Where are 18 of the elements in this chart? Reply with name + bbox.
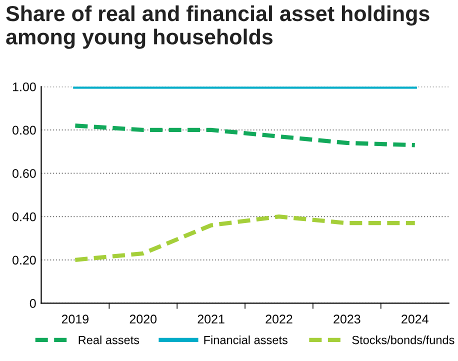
legend-label: Stocks/bonds/funds: [352, 336, 454, 344]
x-tick-label: 2022: [266, 314, 292, 324]
y-tick-label: 0.60: [12, 169, 36, 178]
y-tick-label: 0.20: [12, 256, 36, 265]
legend-label: Financial assets: [204, 336, 288, 344]
y-tick-label: 0.40: [12, 212, 36, 222]
y-tick-label: 0: [30, 299, 36, 308]
x-tick-label: 2024: [402, 314, 428, 324]
x-tick-label: 2019: [62, 314, 88, 324]
x-tick-label: 2021: [198, 314, 224, 324]
y-tick-label: 1.00: [12, 82, 36, 92]
line-series: [73, 214, 417, 262]
legend-label: Real assets: [78, 336, 140, 344]
y-tick-label: 0.80: [12, 126, 36, 135]
x-tick-label: 2020: [130, 314, 157, 324]
line-series: [73, 124, 417, 148]
x-tick-label: 2023: [334, 314, 360, 324]
chart-title: Share of real and financial asset holdings among young households: [6, 5, 430, 49]
